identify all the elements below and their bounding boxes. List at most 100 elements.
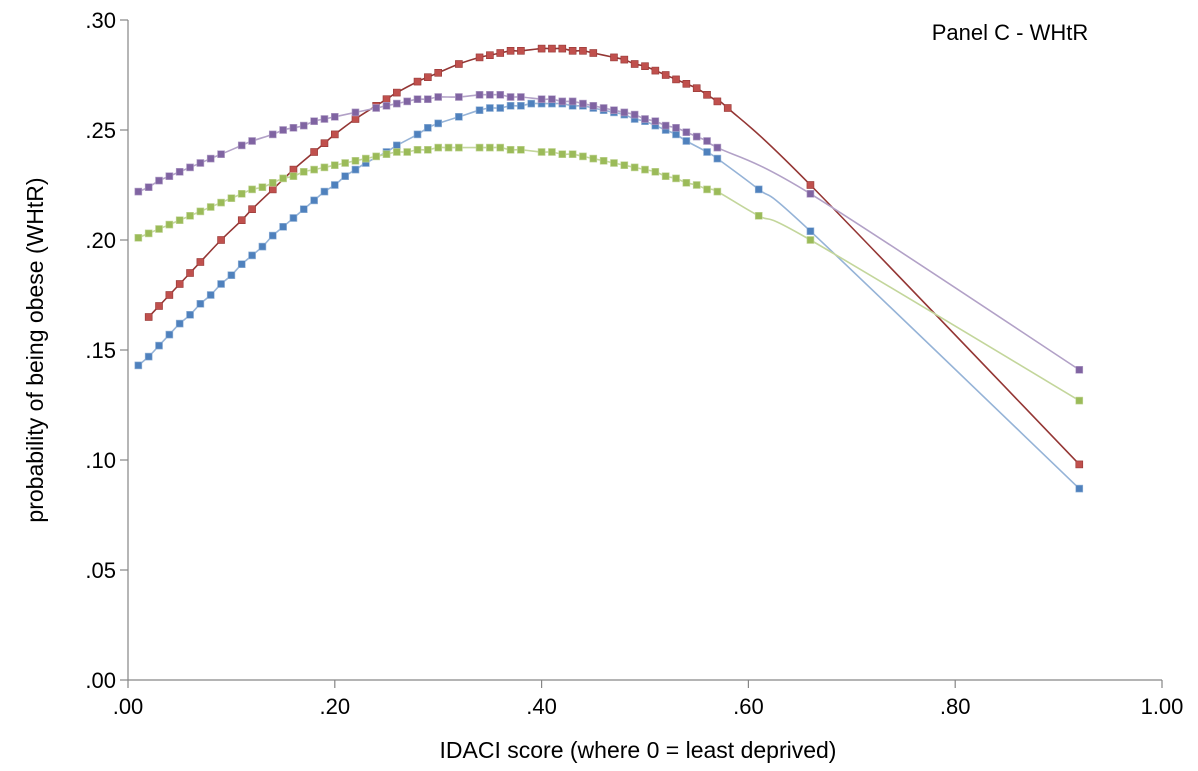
data-point [579,99,587,108]
data-point [393,148,401,156]
data-point [641,62,649,71]
data-point [413,130,422,139]
data-point [362,154,370,163]
x-tick-label: .60 [733,694,764,719]
data-point [196,299,205,308]
data-point [299,205,308,213]
data-point [248,185,256,194]
data-point [341,159,349,167]
data-point [186,269,194,277]
data-point [1075,484,1084,493]
data-point [144,313,153,321]
series-line [138,93,1080,371]
data-point [258,183,267,191]
y-tick-label: .30 [85,8,116,33]
data-point [548,44,556,53]
data-point [403,97,411,106]
data-point [589,154,598,163]
data-point [754,185,763,194]
data-point [434,93,443,101]
data-point [620,108,629,117]
data-point [299,168,308,176]
data-point [310,117,318,125]
data-point [713,143,722,152]
data-point [496,91,505,99]
data-point [703,91,711,99]
y-tick-label: .20 [85,228,116,253]
data-point [330,113,339,121]
data-point [237,190,246,198]
data-point [754,212,763,220]
data-point [258,242,267,251]
data-point [703,185,711,194]
data-point [682,80,691,88]
data-point [268,130,277,139]
data-point [651,117,660,125]
data-point [134,361,143,370]
data-point [393,99,401,108]
data-point [320,187,329,196]
data-point [165,330,174,339]
data-point [279,126,287,134]
data-point [589,102,598,110]
series-line [138,146,1080,402]
data-point [1075,396,1084,405]
data-point [424,146,432,154]
data-point [330,161,339,169]
data-point [651,168,660,176]
data-point [227,194,236,202]
data-point [424,95,432,103]
data-point [382,95,391,103]
data-point [237,216,246,224]
data-point [713,97,722,106]
data-point [486,143,494,152]
data-point [351,157,360,165]
chart-title: Panel C - WHtR [932,20,1088,45]
data-point [486,91,494,99]
data-point [196,258,205,266]
data-point [517,102,525,110]
data-point [144,229,153,238]
data-point [320,163,329,172]
data-point [299,121,308,130]
data-point [424,73,432,81]
data-point [672,130,680,139]
data-point [206,203,215,211]
series-4 [134,91,1084,374]
data-point [413,95,422,103]
data-point [268,231,277,240]
data-point [568,150,577,158]
data-point [217,150,225,158]
data-point [475,143,484,152]
data-point [579,152,587,161]
data-point [403,148,411,156]
data-point [806,227,815,235]
data-point [672,174,680,183]
data-point [206,154,215,163]
series-1 [134,99,1084,493]
data-point [175,280,184,288]
data-point [186,310,194,319]
x-tick-label: .80 [940,694,971,719]
data-point [630,60,639,68]
data-point [486,104,494,112]
data-point [703,137,711,145]
data-point [186,163,194,172]
data-point [289,165,298,174]
data-point [372,152,380,161]
data-point [661,121,670,130]
data-point [692,132,701,141]
data-point [382,150,391,158]
data-point [310,148,318,156]
data-point [372,104,380,112]
data-point [661,172,670,180]
data-point [310,196,318,205]
x-tick-label: .00 [113,694,144,719]
data-point [413,146,422,154]
data-point [558,44,567,53]
data-point [165,220,174,229]
x-tick-label: 1.00 [1141,694,1184,719]
data-point [289,124,298,132]
